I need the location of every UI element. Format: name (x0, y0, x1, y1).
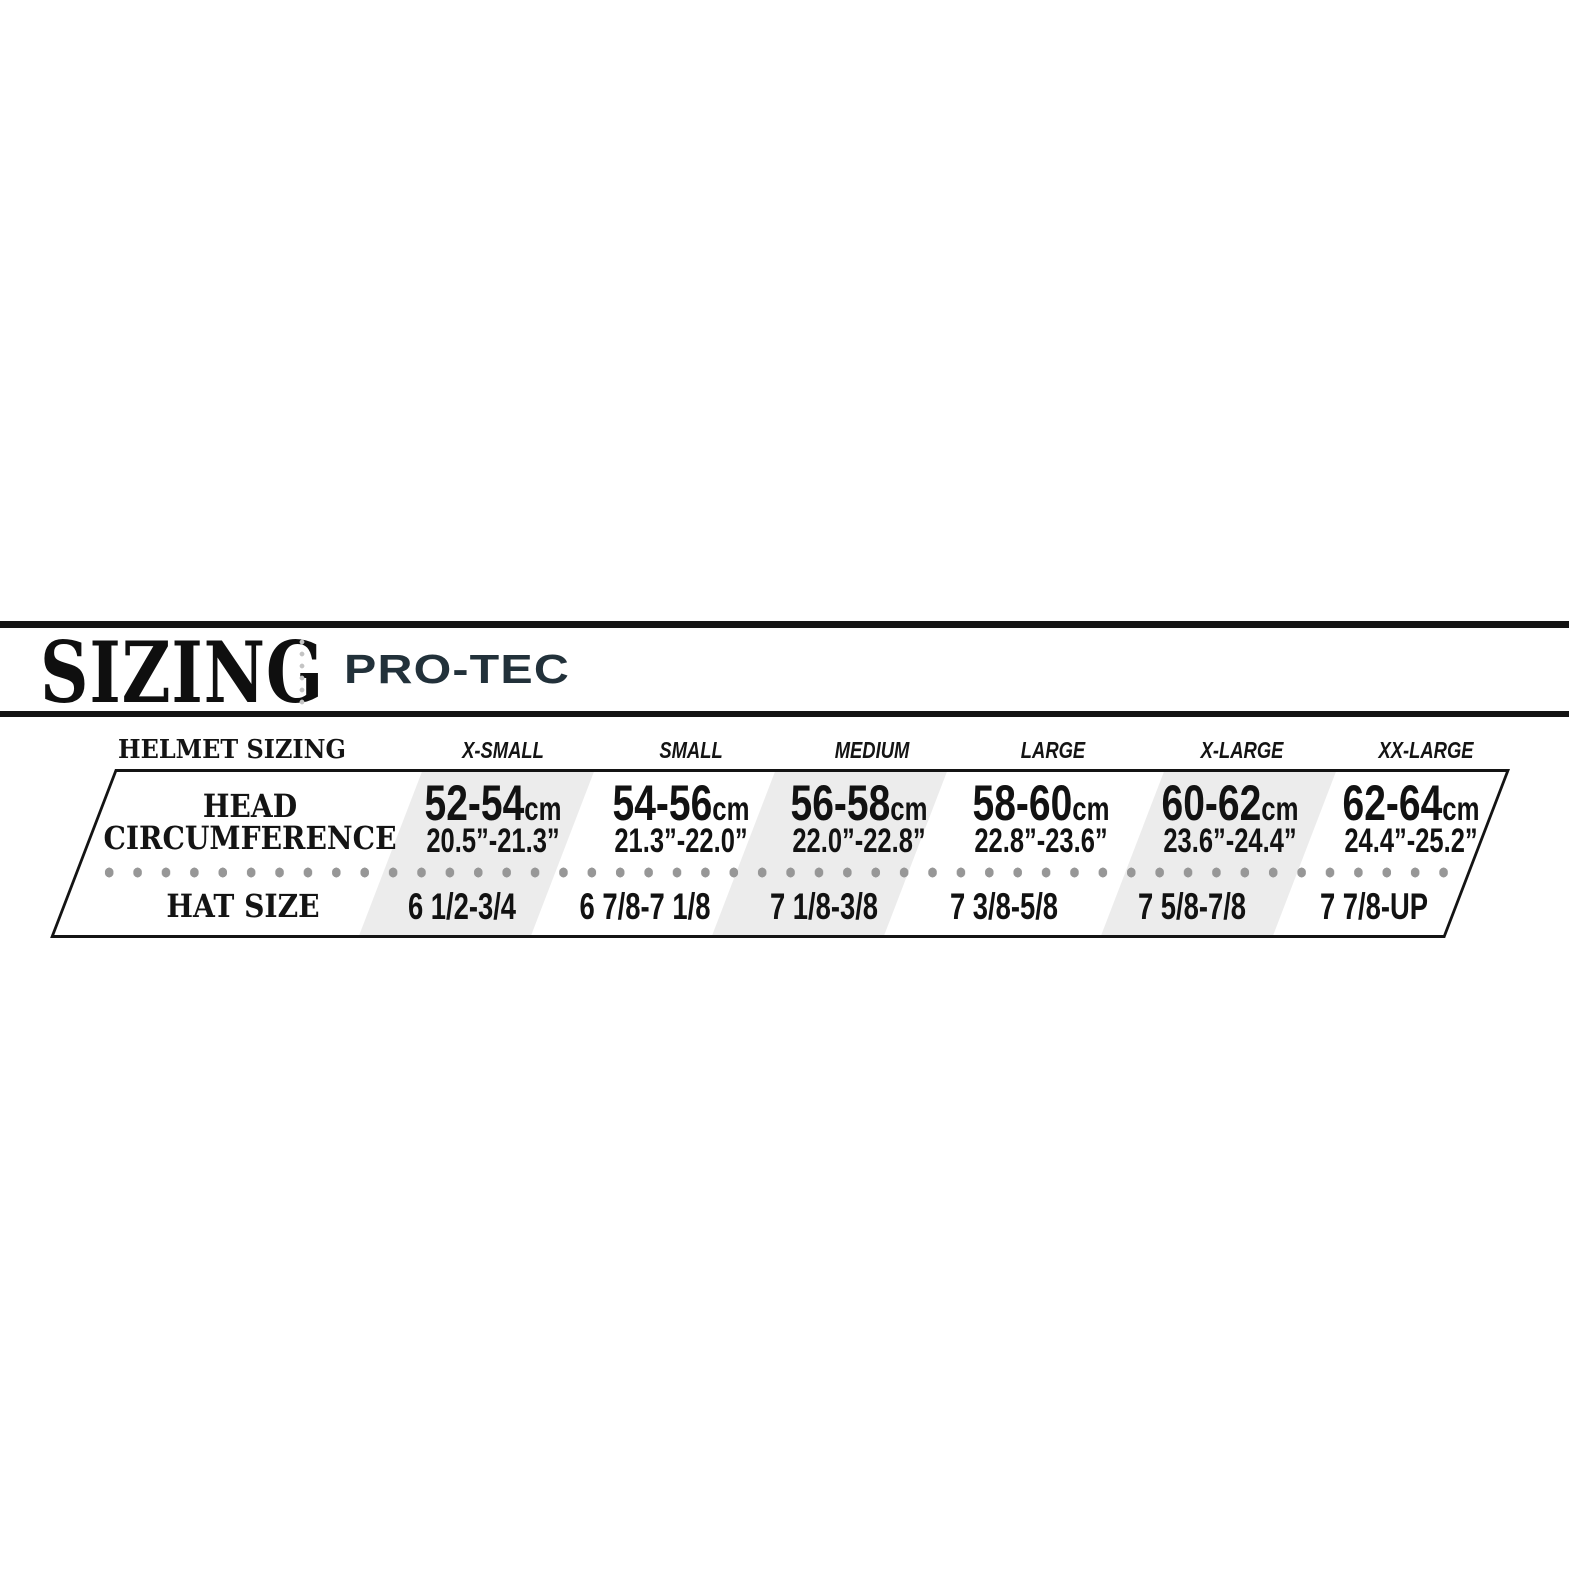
column-header-x-large: X-LARGE (1200, 737, 1284, 763)
row-label-hat-size: HAT SIZE (166, 887, 320, 925)
dotted-row-separator (95, 866, 1459, 879)
cm-range: 56-58 (790, 775, 891, 831)
column-header-large: LARGE (1020, 737, 1086, 763)
row-label-circumference: CIRCUMFERENCE (103, 819, 397, 857)
inch-value-large: 22.8”-23.6” (974, 822, 1108, 860)
hat-value-xx-large: 7 7/8-UP (1319, 886, 1429, 927)
cm-value-medium: 56-58cm (791, 778, 928, 831)
inch-value-small: 21.3”-22.0” (614, 822, 748, 860)
column-header-medium: MEDIUM (834, 737, 910, 763)
cm-value-x-small: 52-54cm (425, 778, 562, 831)
column-header-x-small: X-SMALL (462, 737, 544, 763)
inch-value-xx-large: 24.4”-25.2” (1344, 822, 1478, 860)
column-header-xx-large: XX-LARGE (1378, 737, 1474, 763)
column-header-small: SMALL (659, 737, 723, 763)
vertical-dotted-divider (299, 636, 305, 708)
cm-value-large: 58-60cm (973, 778, 1110, 831)
inch-value-x-large: 23.6”-24.4” (1163, 822, 1297, 860)
cm-unit: cm (1261, 790, 1299, 827)
cm-unit: cm (524, 790, 562, 827)
cm-unit: cm (1072, 790, 1110, 827)
cm-value-small: 54-56cm (613, 778, 750, 831)
inch-value-x-small: 20.5”-21.3” (426, 822, 560, 860)
hat-value-small: 6 7/8-7 1/8 (579, 886, 711, 927)
cm-value-xx-large: 62-64cm (1343, 778, 1480, 831)
cm-value-x-large: 60-62cm (1162, 778, 1299, 831)
bottom-rule-line (0, 711, 1569, 717)
hat-value-x-small: 6 1/2-3/4 (407, 886, 517, 927)
cm-range: 54-56 (612, 775, 713, 831)
top-rule-line (0, 621, 1569, 628)
hat-value-x-large: 7 5/8-7/8 (1137, 886, 1247, 927)
hat-value-medium: 7 1/8-3/8 (769, 886, 879, 927)
table-title: HELMET SIZING (118, 735, 346, 765)
cm-range: 58-60 (972, 775, 1073, 831)
cm-unit: cm (712, 790, 750, 827)
cm-range: 62-64 (1342, 775, 1443, 831)
hat-value-large: 7 3/8-5/8 (949, 886, 1059, 927)
cm-unit: cm (890, 790, 928, 827)
row-label-head: HEAD (202, 787, 298, 825)
inch-value-medium: 22.0”-22.8” (792, 822, 926, 860)
section-title: SIZING (40, 623, 325, 722)
cm-range: 52-54 (424, 775, 525, 831)
cm-range: 60-62 (1161, 775, 1262, 831)
protec-brand-logo: PRO-TEC (344, 646, 570, 692)
cm-unit: cm (1442, 790, 1480, 827)
